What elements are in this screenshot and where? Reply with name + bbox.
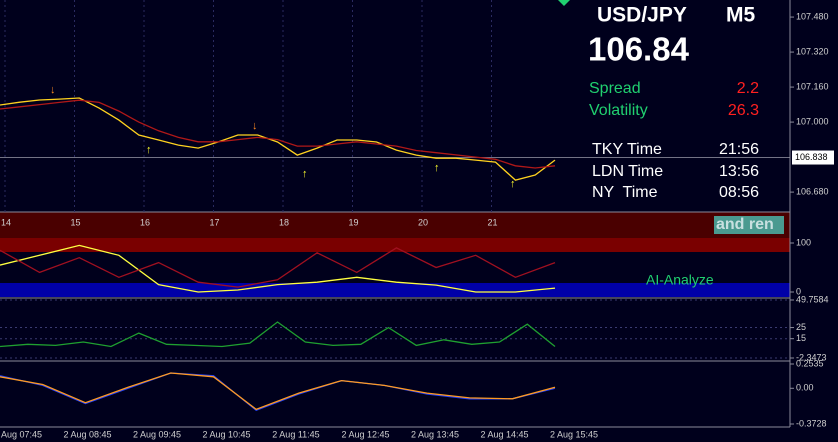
y-tick-label: 49.7584 — [796, 294, 829, 304]
y-tick-label: 107.160 — [796, 81, 829, 91]
time-label: 2 Aug 08:45 — [63, 429, 111, 439]
volatility-label: Volatility — [589, 102, 648, 119]
buy-arrow: ↑ — [434, 162, 440, 174]
day-label: 14 — [1, 217, 11, 227]
y-tick-label: -0.3728 — [796, 418, 827, 428]
y-tick-label: 106.680 — [796, 186, 829, 196]
price: 106.84 — [588, 31, 690, 68]
time-label: 2 Aug 11:45 — [272, 429, 319, 439]
banner: and ren — [716, 216, 774, 233]
y-tick-label: 15 — [796, 333, 806, 343]
buy-arrow: ↑ — [302, 168, 308, 180]
y-tick-label: 0 — [796, 286, 801, 296]
day-label: 16 — [140, 217, 150, 227]
session-time: 08:56 — [719, 184, 759, 201]
day-label: 17 — [210, 217, 220, 227]
frame — [0, 0, 791, 428]
day-label: 18 — [279, 217, 289, 227]
buy-arrow: ↑ — [510, 178, 516, 190]
symbol: USD/JPY — [597, 4, 687, 27]
time-label: 2 Aug 12:45 — [341, 429, 389, 439]
session-time: 13:56 — [719, 163, 759, 180]
y-tick-label: 107.480 — [796, 11, 829, 21]
day-label: 19 — [349, 217, 359, 227]
session-name: NY Time — [592, 184, 658, 201]
series-line — [0, 244, 556, 293]
sell-arrow: ↓ — [50, 84, 56, 96]
current-price-box — [792, 150, 834, 165]
oversold-band — [0, 283, 790, 297]
session-name: TKY Time — [592, 141, 662, 158]
banner-bg — [714, 216, 784, 234]
series-line — [0, 372, 556, 412]
time-label: 2 Aug 09:45 — [133, 429, 181, 439]
signal-arrows: ↓ ↓ ↑ ↑ ↑ ↑ — [50, 84, 516, 190]
y-tick-label: 100 — [796, 237, 811, 247]
y-tick-label: 0.2535 — [796, 358, 824, 368]
y-tick-label: 25 — [796, 322, 806, 332]
series-line — [0, 99, 556, 169]
session-time: 21:56 — [719, 141, 759, 158]
series-line — [0, 321, 556, 348]
day-label: 15 — [71, 217, 81, 227]
marker — [558, 0, 570, 6]
y-tick-label: -2.3473 — [796, 352, 827, 362]
day-label: 21 — [488, 217, 498, 227]
time-label: 2 Aug 14:45 — [480, 429, 528, 439]
y-tick-label: 107.000 — [796, 116, 829, 126]
session-name: LDN Time — [592, 163, 663, 180]
time-label: 2 Aug 07:45 — [0, 429, 42, 439]
overbought-band-strong — [0, 238, 790, 252]
sell-arrow: ↓ — [252, 120, 258, 132]
day-label: 20 — [418, 217, 428, 227]
timeframe: M5 — [726, 4, 755, 27]
buy-arrow: ↑ — [146, 144, 152, 156]
y-tick-label: 0.00 — [796, 383, 814, 393]
spread-label: Spread — [589, 80, 641, 97]
y-tick-label: 107.320 — [796, 46, 829, 56]
time-label: 2 Aug 13:45 — [411, 429, 459, 439]
volatility: 26.3 — [728, 102, 759, 119]
series-line — [0, 97, 556, 181]
series-line — [0, 372, 556, 411]
analyze-label: AI-Analyze — [646, 272, 714, 288]
time-label: 2 Aug 15:45 — [550, 429, 598, 439]
time-label: 2 Aug 10:45 — [202, 429, 250, 439]
series-line — [0, 247, 556, 288]
current-price-label: 106.838 — [795, 152, 828, 162]
spread: 2.2 — [737, 80, 759, 97]
